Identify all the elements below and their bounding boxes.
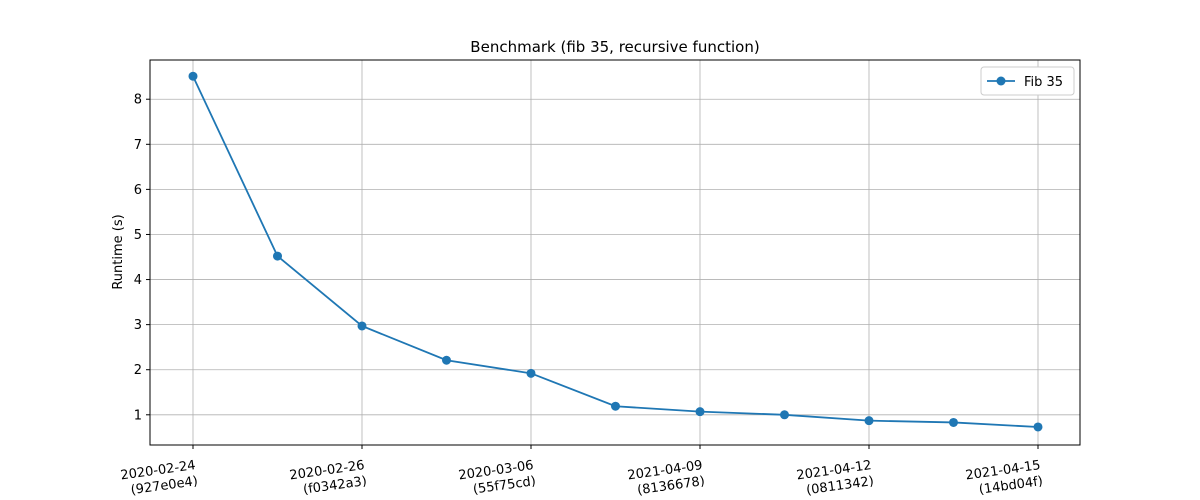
data-point: [357, 321, 367, 331]
chart-title: Benchmark (fib 35, recursive function): [470, 38, 759, 56]
data-point: [611, 401, 620, 411]
plot-frame: [149, 59, 1081, 446]
legend-box: [980, 66, 1075, 96]
data-point: [273, 251, 282, 261]
y-tick-label: 4: [134, 273, 142, 288]
data-point: [864, 416, 874, 426]
axes: 1 2 3 4 5 6 7 8 2020-02-24(927e0e4) 2020-02-26(f0…: [120, 93, 1044, 499]
x-tick-label: 2021-04-15(14bd04f): [965, 458, 1044, 499]
y-axis-label: Runtime (s): [111, 214, 126, 289]
y-tick-label: 7: [134, 138, 142, 153]
data-point: [1033, 422, 1043, 432]
y-tick-label: 1: [134, 408, 142, 423]
data-point: [949, 417, 958, 427]
data-point: [188, 71, 198, 81]
grid: [150, 60, 1080, 445]
data-point: [526, 368, 536, 378]
y-tick-label: 5: [134, 228, 142, 243]
y-tick-label: 8: [134, 93, 142, 108]
x-tick-label: 2020-02-26(f0342a3): [289, 458, 368, 499]
data-point: [695, 407, 705, 417]
x-tick-label: 2020-03-06(55f75cd): [458, 458, 537, 499]
data-point: [780, 410, 789, 420]
series-layer: [188, 71, 1043, 432]
y-tick-label: 2: [134, 363, 142, 378]
legend-swatch-marker: [996, 76, 1006, 86]
y-tick-label: 6: [134, 183, 142, 198]
x-tick-label: 2021-04-09(8136678): [627, 458, 706, 499]
x-tick-label: 2021-04-12(0811342): [796, 458, 875, 499]
legend-label: Fib 35: [1024, 75, 1063, 90]
series-line-fib-35: [192, 75, 1039, 428]
data-point: [442, 355, 451, 365]
legend: Fib 35: [980, 66, 1075, 96]
x-tick-label: 2020-02-24(927e0e4): [120, 458, 199, 499]
y-tick-label: 3: [134, 318, 142, 333]
